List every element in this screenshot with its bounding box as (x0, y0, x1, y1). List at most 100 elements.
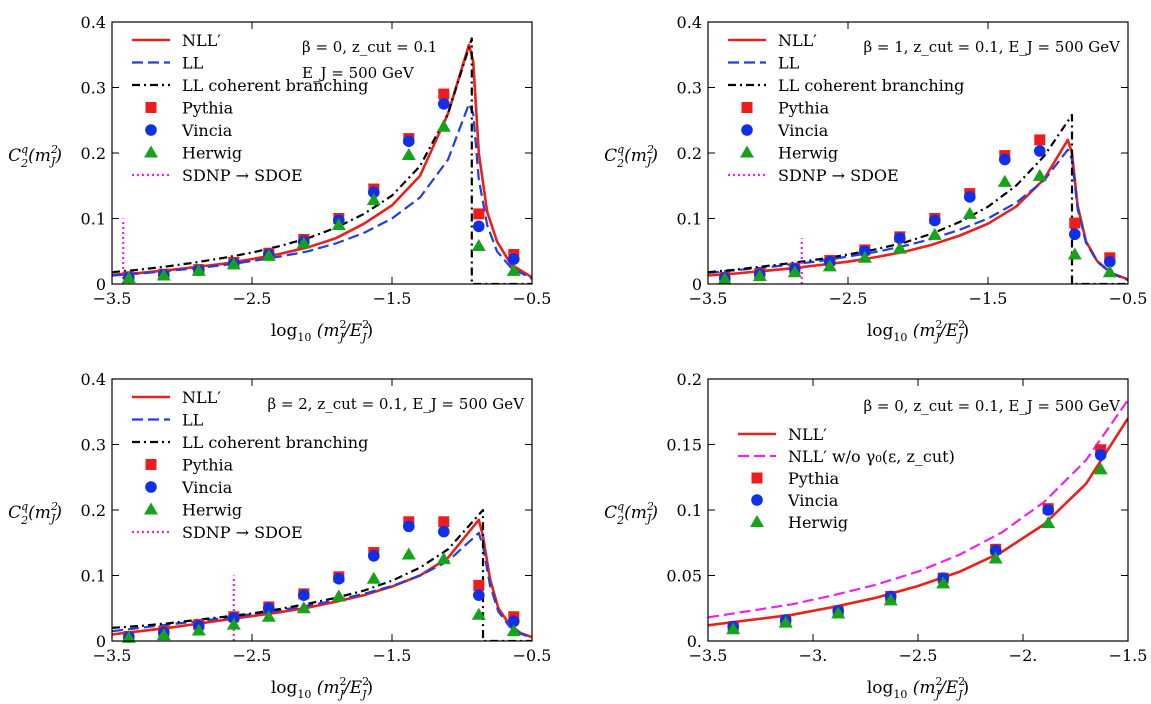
legend-swatch-marker (740, 145, 754, 158)
data-point-vincia (1104, 255, 1116, 268)
data-point-pythia (1034, 134, 1046, 146)
data-point-vincia (1094, 449, 1107, 461)
data-point-vincia (263, 602, 275, 615)
data-point-herwig (1102, 265, 1117, 278)
data-point-vincia (368, 186, 380, 199)
y-tick-label: 0.4 (81, 13, 106, 32)
legend-label: NLL′ (788, 425, 827, 444)
data-point-herwig (261, 248, 276, 261)
x-tick-label: −2. (1009, 646, 1038, 665)
y-tick-label: 0 (96, 632, 106, 651)
legend-swatch-marker (145, 459, 157, 470)
data-point-herwig (156, 628, 171, 641)
legend-label: NLL′ w/o γ₀(ε, z_cut) (788, 447, 955, 466)
x-tick-label: −3.5 (93, 646, 132, 665)
x-tick-label: −3.5 (689, 646, 728, 665)
legend-swatch-marker (145, 124, 157, 136)
x-tick-label: −3.5 (689, 289, 728, 308)
x-tick-label: −1.5 (373, 646, 412, 665)
y-tick-label: 0.1 (81, 567, 106, 586)
series-line-0 (708, 417, 1128, 627)
legend-swatch-marker (750, 515, 764, 527)
legend-swatch-marker (144, 145, 158, 158)
legend-label: Vincia (777, 121, 829, 140)
legend-label: SDNP → SDOE (182, 166, 303, 185)
data-point-vincia (989, 544, 1002, 557)
data-point-herwig (1032, 168, 1047, 181)
data-point-vincia (1069, 228, 1081, 241)
y-tick-label: 0 (692, 275, 702, 294)
data-point-herwig (331, 589, 346, 602)
data-point-herwig (436, 552, 451, 565)
x-axis-label: log10 (m2 J/E2 J) (271, 675, 373, 701)
data-point-herwig (436, 119, 451, 132)
data-point-herwig (471, 607, 486, 620)
legend-label: Pythia (778, 99, 830, 118)
y-axis-label: Cq 2(m2 J) (8, 143, 62, 170)
legend-swatch-marker (741, 102, 753, 113)
data-point-vincia (1042, 504, 1054, 516)
y-tick-label: 0.2 (677, 144, 702, 163)
y-tick-label: 0.05 (666, 567, 702, 586)
y-axis-label: Cq 2(m2 J) (604, 143, 658, 170)
series-line-2 (708, 113, 1128, 284)
parameter-annotation: β = 2, z_cut = 0.1, E_J = 500 GeV (267, 395, 525, 413)
y-tick-label: 0.3 (81, 79, 106, 98)
data-point-herwig (121, 271, 136, 284)
legend-label: Herwig (778, 144, 838, 163)
data-point-vincia (894, 232, 906, 244)
parameter-annotation: β = 0, z_cut = 0.1 (302, 38, 437, 56)
legend-swatch-marker (145, 481, 157, 493)
y-tick-label: 0.3 (677, 79, 702, 98)
data-point-vincia (298, 589, 310, 601)
data-point-herwig (1067, 247, 1082, 260)
parameter-annotation: E_J = 500 GeV (302, 64, 415, 82)
data-point-pythia (1069, 217, 1081, 229)
data-point-herwig (726, 622, 741, 635)
legend-label: Vincia (787, 491, 839, 510)
legend-label: LL coherent branching (778, 76, 964, 95)
panel-top-right: −3.5 −2.5 −1.5 −0.5 0 0.1 0.2 0.3 0.4 Cq 2(m2 J) log… (604, 13, 1147, 344)
y-tick-label: 0.2 (677, 370, 702, 389)
data-point-herwig (156, 268, 171, 281)
data-point-vincia (929, 214, 941, 227)
y-tick-label: 0.1 (81, 210, 106, 229)
data-point-herwig (121, 630, 136, 643)
data-point-herwig (831, 606, 846, 619)
legend-label: NLL′ (182, 388, 221, 407)
data-point-pythia (438, 88, 450, 100)
data-point-herwig (366, 193, 381, 206)
data-point-vincia (403, 135, 415, 148)
data-point-herwig (506, 263, 521, 276)
series-line-0 (112, 518, 532, 639)
y-tick-label: 0.4 (677, 13, 702, 32)
legend-swatch-marker (145, 102, 157, 113)
data-point-pythia (438, 516, 450, 528)
data-point-herwig (471, 239, 486, 252)
legend-label: SDNP → SDOE (182, 523, 303, 542)
y-tick-label: 0 (96, 275, 106, 294)
legend-label: Vincia (181, 478, 233, 497)
y-tick-label: 0.1 (677, 210, 702, 229)
x-tick-label: −2.5 (233, 646, 272, 665)
legend-label: NLL′ (182, 31, 221, 50)
legend-label: LL coherent branching (182, 433, 368, 452)
panel-bottom-right: −3.5 −3. −2.5 −2. −1.5 0. 0.05 0.1 0.15 0.2 Cq 2(m2… (604, 370, 1147, 701)
data-point-vincia (473, 220, 485, 233)
parameter-annotation: β = 0, z_cut = 0.1, E_J = 500 GeV (863, 397, 1121, 415)
legend-label: Pythia (788, 469, 840, 488)
legend-label: Herwig (182, 501, 242, 520)
series-line-2 (112, 508, 532, 641)
x-tick-label: −1.5 (969, 289, 1008, 308)
x-tick-label: −2.5 (829, 289, 868, 308)
legend-label: Vincia (181, 121, 233, 140)
data-point-herwig (936, 576, 951, 589)
data-point-herwig (296, 601, 311, 614)
data-point-herwig (927, 227, 942, 240)
data-point-herwig (226, 617, 241, 630)
data-point-herwig (962, 206, 977, 219)
data-point-herwig (506, 624, 521, 637)
data-point-herwig (331, 218, 346, 231)
data-point-herwig (1093, 462, 1108, 475)
data-point-herwig (752, 269, 767, 282)
